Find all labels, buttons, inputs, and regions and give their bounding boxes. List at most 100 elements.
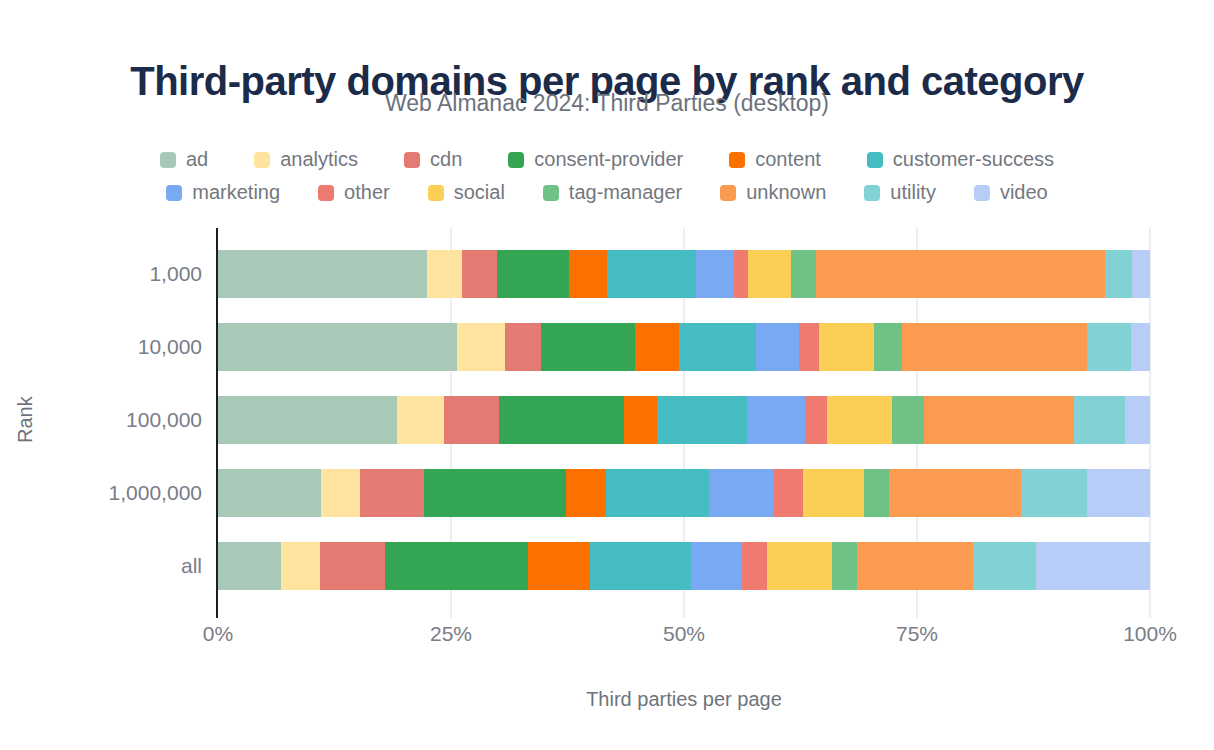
bar-segment-utility [1021, 469, 1086, 517]
legend-label: content [755, 148, 821, 171]
legend-row-1: ad analytics cdn consent-provider content cus… [0, 143, 1214, 176]
x-axis-tick-50%: 50% [663, 622, 705, 646]
bar-segment-consent-provider [541, 323, 634, 371]
bar-segment-tag-manager [864, 469, 889, 517]
legend-swatch-other [318, 185, 334, 201]
legend: ad analytics cdn consent-provider content cus… [0, 143, 1214, 209]
bar-segment-consent-provider [385, 542, 529, 590]
x-axis-tick-100%: 100% [1123, 622, 1177, 646]
bar-segment-customer-success [657, 396, 747, 444]
bar-segment-utility [973, 542, 1036, 590]
bar-segment-content [528, 542, 590, 590]
bar-segment-video [1125, 396, 1150, 444]
legend-item-customer-success: customer-success [867, 148, 1054, 171]
bar-segment-content [566, 469, 606, 517]
legend-swatch-content [729, 152, 745, 168]
bar-segment-tag-manager [791, 250, 816, 298]
legend-item-other: other [318, 181, 390, 204]
bar-segment-tag-manager [874, 323, 902, 371]
bar-segment-social [748, 250, 791, 298]
legend-swatch-ad [160, 152, 176, 168]
bar-segment-ad [218, 323, 457, 371]
bar-segment-analytics [397, 396, 444, 444]
bar-segment-other [734, 250, 748, 298]
legend-row-2: marketing other social tag-manager unknown ut… [0, 176, 1214, 209]
bar-segment-customer-success [606, 469, 709, 517]
bar-segment-video [1132, 250, 1150, 298]
bar-segment-cdn [444, 396, 500, 444]
bar-segment-ad [218, 542, 281, 590]
bar-segment-unknown [857, 542, 973, 590]
bar-row-all [218, 542, 1150, 590]
legend-label: video [1000, 181, 1048, 204]
bar-segment-ad [218, 250, 427, 298]
bar-segment-consent-provider [499, 396, 624, 444]
legend-label: customer-success [893, 148, 1054, 171]
legend-item-consent-provider: consent-provider [508, 148, 683, 171]
bar-segment-unknown [889, 469, 1021, 517]
bar-segment-customer-success [607, 250, 696, 298]
bar-segment-unknown [924, 396, 1074, 444]
x-axis-tick-75%: 75% [896, 622, 938, 646]
legend-swatch-unknown [720, 185, 736, 201]
bar-segment-social [767, 542, 832, 590]
plot-area [218, 228, 1150, 612]
bar-segment-customer-success [679, 323, 755, 371]
legend-label: cdn [430, 148, 462, 171]
legend-swatch-video [974, 185, 990, 201]
x-axis-title: Third parties per page [218, 688, 1150, 711]
legend-label: utility [890, 181, 936, 204]
legend-item-content: content [729, 148, 821, 171]
bar-row-1,000,000 [218, 469, 1150, 517]
bar-segment-other [805, 396, 827, 444]
bar-segment-tag-manager [832, 542, 857, 590]
legend-swatch-analytics [254, 152, 270, 168]
bar-segment-unknown [902, 323, 1087, 371]
bar-segment-marketing [691, 542, 741, 590]
bar-segment-ad [218, 396, 397, 444]
bar-segment-cdn [462, 250, 496, 298]
y-axis-label-all: all [0, 542, 202, 590]
legend-swatch-utility [864, 185, 880, 201]
bar-segment-cdn [320, 542, 385, 590]
bar-row-100,000 [218, 396, 1150, 444]
bar-segment-consent-provider [424, 469, 566, 517]
bar-segment-utility [1074, 396, 1124, 444]
legend-label: marketing [192, 181, 280, 204]
chart-subtitle: Web Almanac 2024: Third Parties (desktop… [0, 90, 1214, 117]
legend-item-marketing: marketing [166, 181, 280, 204]
bar-segment-utility [1105, 250, 1132, 298]
legend-item-cdn: cdn [404, 148, 462, 171]
bar-row-10,000 [218, 323, 1150, 371]
legend-item-social: social [428, 181, 505, 204]
y-axis-title: Rank [14, 360, 84, 480]
legend-item-tag-manager: tag-manager [543, 181, 682, 204]
x-axis-tick-25%: 25% [430, 622, 472, 646]
bar-segment-tag-manager [892, 396, 925, 444]
bar-segment-other [742, 542, 767, 590]
bar-segment-analytics [457, 323, 505, 371]
bar-segment-video [1036, 542, 1150, 590]
legend-swatch-cdn [404, 152, 420, 168]
legend-label: consent-provider [534, 148, 683, 171]
bar-segment-marketing [696, 250, 734, 298]
legend-label: tag-manager [569, 181, 682, 204]
bar-segment-marketing [709, 469, 774, 517]
bar-segment-customer-success [590, 542, 692, 590]
y-axis-label-1,000: 1,000 [0, 250, 202, 298]
legend-item-ad: ad [160, 148, 208, 171]
legend-label: ad [186, 148, 208, 171]
bar-segment-marketing [747, 396, 805, 444]
bar-segment-consent-provider [497, 250, 570, 298]
legend-swatch-marketing [166, 185, 182, 201]
bar-segment-video [1131, 323, 1150, 371]
legend-label: unknown [746, 181, 826, 204]
legend-swatch-consent-provider [508, 152, 524, 168]
bar-segment-social [819, 323, 874, 371]
bar-row-1,000 [218, 250, 1150, 298]
legend-item-video: video [974, 181, 1048, 204]
legend-label: analytics [280, 148, 358, 171]
bar-segment-cdn [505, 323, 541, 371]
legend-label: social [454, 181, 505, 204]
bar-segment-marketing [756, 323, 799, 371]
